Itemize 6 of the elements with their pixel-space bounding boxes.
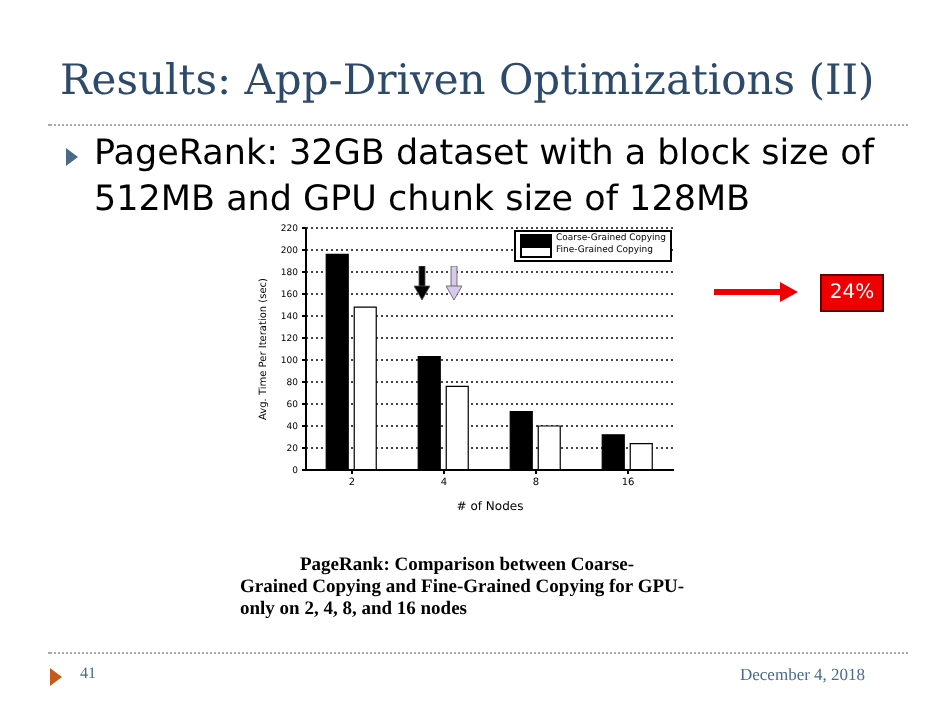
text: PageRank: Comparison between Coarse-Grained Copying and Fine-Grained Copying for GPU-only on 2, 4, 8, and 16 nodes (240, 556, 687, 622)
text: December 4, 2018 (740, 664, 866, 684)
text: 24% (820, 274, 884, 312)
chart-title: Results: App-Driven Optimizations (II) (60, 56, 875, 104)
text: 41 (80, 664, 96, 682)
chart-subtitle: PageRank: 32GB dataset with a block size of 512MB and GPU chunk size of 128MB (94, 132, 877, 224)
